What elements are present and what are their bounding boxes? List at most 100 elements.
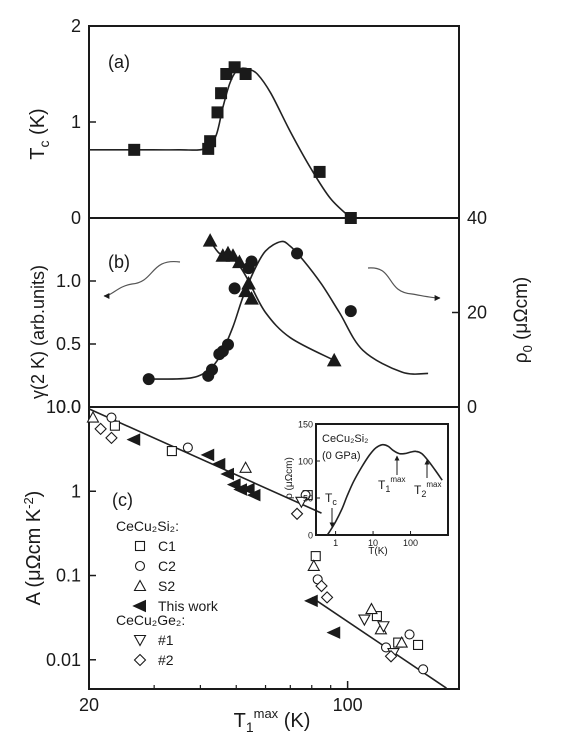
gamma-data-point [244, 291, 259, 305]
data-point--1 [357, 614, 371, 627]
legend-marker-1 [133, 634, 147, 647]
data-point-this-work [126, 433, 141, 446]
panel-b: (b) γ(2 K) (arb.units) ρ0 (μΩcm) 0.0 0.5 1… [28, 208, 535, 417]
panel-a-frame [88, 25, 460, 219]
data-point--2 [105, 431, 118, 445]
inset-xticks: 1 10 100 [333, 531, 418, 548]
inset-x-tick-label: 100 [403, 538, 418, 548]
panel-c-ylabel: A (μΩcm K-2) [21, 491, 45, 606]
data-point--1 [294, 496, 308, 509]
inset-x-tick-label: 10 [368, 538, 378, 548]
panel-b-label: (b) [108, 252, 130, 272]
panel-c-xticks: 20 100 [79, 681, 460, 715]
panel-c-points [86, 410, 429, 675]
y-tick-label: 0 [71, 208, 81, 228]
rho0-data-point [245, 255, 258, 268]
inset-subtitle: (0 GPa) [322, 450, 361, 462]
panel-c: (c) A (μΩcm K-2) T1max (K) 0.010.1110.0 … [21, 397, 460, 735]
gamma-data-point [326, 352, 342, 367]
tc-data-point [211, 106, 224, 119]
y-tick-label: 2 [71, 16, 81, 36]
tc-data-point [239, 68, 252, 80]
y-tick-label: 0.0 [56, 397, 81, 417]
panel-a-points [128, 61, 357, 224]
rho0-data-point [291, 247, 304, 260]
panel-a-label: (a) [108, 52, 130, 72]
y-tick-label: 0.5 [56, 334, 81, 354]
data-point-this-work [326, 626, 341, 639]
gamma-data-point [202, 233, 218, 247]
y-tick-label: 1 [71, 481, 81, 501]
data-point--2 [94, 422, 107, 436]
gamma-data-point [225, 248, 241, 262]
data-point-s2 [365, 602, 378, 615]
legend-label--1: #1 [158, 632, 174, 648]
y-tick-label: 1.0 [56, 271, 81, 291]
data-point-c1 [310, 551, 321, 562]
inset-yticks: 0 50 100 150 [298, 420, 320, 541]
legend-title-cecu2ge2: CeCu₂Ge₂: [116, 612, 185, 628]
panel-a: (a) Tc (K) 0 1 2 [27, 16, 460, 228]
legend: CeCu₂Si₂: C1 C2 S2 This work #1 #2 CeCu₂Ge₂: [116, 518, 219, 668]
inset-y-tick-label: 100 [298, 457, 313, 467]
inset-annotation-t2max: T2max [414, 480, 441, 499]
x-tick-label: 20 [79, 695, 99, 715]
data-point-this-work [200, 448, 215, 462]
data-point-c1 [412, 639, 424, 650]
inset-y-tick-label: 50 [303, 494, 313, 504]
gamma-data-point [238, 283, 253, 298]
y-tick-label: 10.0 [46, 397, 81, 417]
gamma-data-point [232, 254, 247, 269]
legend-marker-c2 [134, 560, 146, 572]
inset-y-tick-label: 150 [298, 420, 313, 430]
data-point-c2 [404, 629, 415, 640]
panel-c-label: (c) [112, 490, 133, 510]
rho0-data-point [344, 305, 357, 318]
panel-c-frame [88, 406, 460, 690]
panel-c-fit-line-1 [88, 408, 322, 514]
panel-b-arrow-right [367, 267, 441, 301]
legend-title-cecu2si2: CeCu₂Si₂: [116, 518, 179, 534]
rho0-data-point [228, 282, 241, 295]
data-point-c1 [166, 446, 177, 457]
inset-resistivity-curve [326, 443, 443, 536]
legend-label-s2: S2 [158, 578, 175, 594]
rho0-data-point [221, 338, 234, 351]
inset-xlabel: T(K) [368, 546, 387, 557]
y-tick-label: 0.01 [46, 650, 81, 670]
inset-title: CeCu₂Si₂ [322, 433, 368, 445]
panel-c-yticks: 0.01 0.1 1 10.0 [46, 397, 96, 670]
legend-marker-2 [133, 653, 147, 667]
inset-annotation-tc: Tc [325, 491, 337, 507]
data-point-this-work [246, 488, 261, 502]
legend-label-c2: C2 [158, 558, 176, 574]
data-point--2 [320, 591, 334, 604]
data-point--2 [290, 507, 304, 521]
inset-frame [315, 423, 449, 536]
tc-data-point [220, 68, 233, 80]
y-tick-label-right: 40 [467, 208, 487, 228]
gamma-data-point [241, 275, 256, 290]
data-point-this-work [304, 594, 318, 608]
tc-data-point [215, 87, 228, 100]
y-tick-label: 0.1 [56, 566, 81, 586]
data-point-s2 [395, 635, 409, 648]
panel-b-rho-fit [148, 240, 429, 380]
legend-label-c1: C1 [158, 538, 176, 554]
data-point-c2 [182, 442, 193, 453]
data-point-c2 [106, 412, 117, 423]
data-point-this-work [211, 457, 226, 471]
data-point-this-work [240, 482, 255, 496]
data-point-s2 [86, 410, 100, 423]
data-point-this-work [226, 478, 241, 491]
legend-label--2: #2 [158, 652, 174, 668]
rho0-data-point [206, 363, 219, 376]
panel-a-ylabel: Tc (K) [27, 108, 52, 159]
legend-marker-c1 [134, 540, 146, 552]
panel-a-yticks: 0 1 2 [71, 16, 96, 228]
y-tick-label-right: 20 [467, 303, 487, 323]
data-point--2 [315, 579, 328, 593]
legend-marker-this-work [132, 599, 146, 613]
y-tick-label-right: 0 [467, 397, 477, 417]
